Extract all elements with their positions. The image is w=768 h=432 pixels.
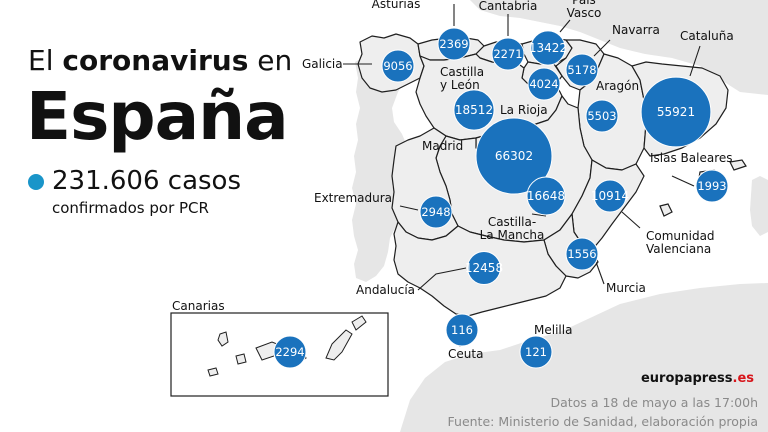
bubble-islas-baleares (695, 169, 729, 203)
bubble-value-murcia: 1556 (567, 247, 596, 261)
bubble-value-comunidad-valenciana: 10914 (591, 189, 629, 203)
callout-line-murcia (595, 261, 605, 285)
bubble-value-castilla-y-leon: 18512 (455, 103, 493, 117)
island-lanzarote (351, 315, 367, 331)
bubble-value-ceuta: 116 (451, 323, 473, 337)
region-label-comunidad-valenciana: Comunidad Valenciana (646, 229, 715, 256)
bubble-value-castilla-la-mancha: 16648 (527, 189, 565, 203)
bubble-murcia (565, 237, 599, 271)
background-land (352, 0, 768, 432)
portugal-landmass (352, 58, 408, 282)
callout-line-andalucia (417, 267, 467, 291)
region-label-ceuta: Ceuta (448, 347, 483, 361)
bubble-comunidad-valenciana (593, 179, 627, 213)
callout-line-navarra (593, 39, 611, 57)
region-label-canarias: Canarias (172, 299, 225, 313)
bubble-ceuta (445, 313, 479, 347)
island-fuerteventura (325, 329, 353, 361)
island-el-hierro (207, 367, 219, 377)
total-subtitle: confirmados por PCR (52, 199, 209, 217)
island-la-palma (217, 331, 229, 347)
france-landmass (470, 0, 768, 95)
title-prefix: El (28, 44, 54, 77)
region-labels: Galicia Asturias Cantabria País Vasco Navarra… (172, 0, 734, 361)
title-highlight: coronavirus (62, 44, 249, 77)
bubble-melilla (519, 335, 553, 369)
island-menorca (729, 159, 747, 171)
sardinia-landmass (750, 176, 768, 236)
bubble-aragon (585, 99, 619, 133)
bubble-galicia (381, 49, 415, 83)
callout-line-pais-vasco (559, 19, 571, 33)
region-label-melilla: Melilla (534, 323, 572, 337)
bubble-value-andalucia: 12458 (465, 261, 503, 275)
bubble-extremadura (419, 195, 453, 229)
bubble-value-cataluna: 55921 (657, 105, 695, 119)
region-label-asturias: Asturias (372, 0, 421, 11)
bubble-madrid (475, 117, 553, 195)
callout-line-comunidad-valenciana (621, 211, 641, 229)
region-label-navarra: Navarra (612, 23, 660, 37)
region-label-aragon: Aragón (596, 79, 639, 93)
bubble-value-asturias: 2369 (439, 37, 468, 51)
page-title: España (26, 78, 289, 155)
region-label-cataluna: Cataluña (680, 29, 734, 43)
bubble-asturias (437, 27, 471, 61)
region-label-islas-baleares: Islas Baleares (650, 151, 733, 165)
brand-logo: europapress.es (641, 371, 754, 386)
callout-line-cataluna (689, 45, 701, 77)
region-label-castilla-y-leon: Castilla y León (440, 65, 484, 92)
island-ibiza (659, 203, 673, 217)
bubble-castilla-y-leon (453, 89, 495, 131)
bubble-pais-vasco (530, 30, 566, 66)
callout-line-extremadura (399, 205, 419, 211)
region-label-castilla-la-mancha: Castilla-La Mancha (480, 215, 545, 242)
title-line: El coronavirus en (28, 44, 292, 77)
callout-line-islas-baleares (671, 175, 695, 187)
bubble-navarra (565, 53, 599, 87)
title-suffix: en (257, 44, 293, 77)
bubble-value-la-rioja: 4024 (529, 77, 558, 91)
region-label-cantabria: Cantabria (479, 0, 538, 13)
total-cases: 231.606 casos (52, 166, 242, 196)
island-la-gomera (235, 353, 247, 365)
bubble-cantabria (491, 37, 525, 71)
bubble-value-galicia: 9056 (383, 59, 412, 73)
region-label-extremadura: Extremadura (314, 191, 392, 205)
africa-landmass (400, 283, 768, 432)
footer-date: Datos a 18 de mayo a las 17:00h (550, 395, 758, 410)
bubble-value-melilla: 121 (525, 345, 547, 359)
bubble-cataluna (640, 76, 712, 148)
bubble-value-extremadura: 2948 (421, 205, 450, 219)
bubble-value-islas-baleares: 1993 (697, 179, 726, 193)
bubble-la-rioja (527, 67, 561, 101)
bubble-castilla-la-mancha (526, 176, 566, 216)
bubble-value-pais-vasco: 13422 (529, 41, 567, 55)
bubble-value-cantabria: 2271 (493, 47, 522, 61)
bubble-value-canarias: 2294 (275, 345, 304, 359)
bubble-value-madrid: 66302 (495, 149, 533, 163)
bubble-value-navarra: 5178 (567, 63, 596, 77)
bubble-value-aragon: 5503 (587, 109, 616, 123)
callout-lines (343, 4, 701, 291)
bubble-canarias (273, 335, 307, 369)
bubble-andalucia (467, 251, 501, 285)
brand-tld: .es (732, 371, 755, 386)
callout-line-castilla-la-mancha (531, 213, 547, 217)
region-label-madrid: Madrid (422, 139, 463, 153)
region-label-pais-vasco: País Vasco (567, 0, 602, 20)
region-label-andalucia: Andalucía (356, 283, 415, 297)
total-legend-dot-icon (28, 174, 44, 190)
region-label-la-rioja: La Rioja (500, 103, 548, 117)
brand-name: europapress (640, 371, 733, 386)
region-label-galicia: Galicia (302, 57, 343, 71)
footer-source: Fuente: Ministerio de Sanidad, elaboraci… (447, 414, 758, 429)
region-label-murcia: Murcia (606, 281, 646, 295)
